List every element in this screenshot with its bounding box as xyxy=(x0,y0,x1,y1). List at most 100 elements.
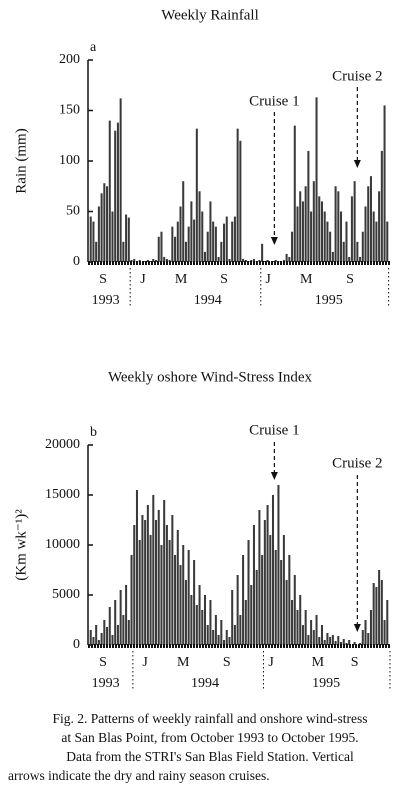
bar xyxy=(252,258,255,262)
bar xyxy=(369,176,372,262)
bar xyxy=(277,485,280,645)
bar xyxy=(320,201,324,262)
bar xyxy=(100,193,103,262)
y-axis-label: Rain (mm) xyxy=(13,128,29,193)
y-tick-label: 20000 xyxy=(45,437,80,452)
bar xyxy=(165,525,168,645)
x-tick-label: M xyxy=(300,272,313,287)
bar xyxy=(114,600,117,645)
bar xyxy=(282,535,285,645)
bar xyxy=(378,191,381,262)
arrow-head xyxy=(270,472,278,480)
bar xyxy=(307,150,310,262)
bar xyxy=(217,635,220,645)
bar xyxy=(244,600,247,645)
bar xyxy=(111,211,114,262)
bar xyxy=(361,231,364,262)
bar xyxy=(261,555,264,645)
bar xyxy=(304,186,307,262)
bar xyxy=(220,620,223,645)
bar xyxy=(361,630,364,645)
bar xyxy=(342,241,345,262)
bar xyxy=(149,535,152,645)
x-tick-label: M xyxy=(312,655,325,670)
bar xyxy=(160,545,163,645)
bar xyxy=(334,641,337,645)
bar xyxy=(271,260,275,262)
x-tick-label: J xyxy=(268,655,274,670)
bar xyxy=(255,570,258,645)
bar xyxy=(103,620,106,645)
bar xyxy=(146,505,149,645)
bar xyxy=(201,610,204,645)
bar xyxy=(125,585,128,645)
bar xyxy=(315,97,318,263)
bar xyxy=(334,186,337,262)
x-tick-label: J xyxy=(140,272,146,287)
x-tick-label: S xyxy=(351,655,359,670)
bar xyxy=(285,253,288,262)
bar xyxy=(190,201,193,262)
bar xyxy=(367,633,370,645)
bar xyxy=(171,226,174,262)
bar xyxy=(359,643,362,645)
bar xyxy=(103,183,106,262)
bar xyxy=(291,231,294,262)
bar xyxy=(233,216,236,262)
bar xyxy=(236,128,239,262)
bar xyxy=(386,600,389,645)
bar xyxy=(348,640,351,645)
bar xyxy=(135,490,138,645)
annotation: Cruise 2 xyxy=(332,68,382,84)
bar xyxy=(323,211,326,262)
bar xyxy=(242,555,245,645)
x-tick-label: S xyxy=(99,655,107,670)
bar xyxy=(383,105,386,262)
bar xyxy=(106,627,109,645)
bar xyxy=(133,525,136,645)
bar xyxy=(187,550,190,645)
bar xyxy=(122,615,125,645)
bar xyxy=(329,231,332,262)
bar xyxy=(116,625,119,645)
panel-label: b xyxy=(90,425,97,440)
y-tick-label: 50 xyxy=(66,204,80,219)
bar xyxy=(92,637,95,645)
bar xyxy=(242,258,245,262)
bar xyxy=(174,236,177,262)
bar xyxy=(299,595,302,645)
chart-title: Weekly oshore Wind-Stress Index xyxy=(108,369,313,385)
bar xyxy=(350,196,353,262)
bar xyxy=(116,122,119,263)
x-tick-label: S xyxy=(223,655,231,670)
bar xyxy=(163,256,166,262)
arrow-head xyxy=(353,160,361,168)
bar xyxy=(214,615,217,645)
bar xyxy=(307,635,310,645)
bar xyxy=(133,258,136,262)
bar xyxy=(157,510,160,645)
bar xyxy=(95,241,98,262)
y-tick-label: 15000 xyxy=(45,487,80,502)
bar xyxy=(114,130,117,262)
bar xyxy=(320,625,324,645)
annotation: Cruise 2 xyxy=(332,455,382,471)
y-tick-label: 200 xyxy=(59,52,80,67)
bar xyxy=(89,216,92,262)
bar xyxy=(228,637,231,645)
bar xyxy=(353,181,356,262)
bar xyxy=(165,258,168,262)
bar xyxy=(231,221,234,262)
bar xyxy=(111,635,114,645)
bar xyxy=(209,201,212,262)
x-tick-label: M xyxy=(177,655,190,670)
bar xyxy=(233,625,236,645)
bar xyxy=(95,625,98,645)
x-tick-label: S xyxy=(99,272,107,287)
bar xyxy=(296,206,299,262)
bar xyxy=(372,211,375,262)
bar xyxy=(291,600,294,645)
bar xyxy=(236,575,239,645)
bar xyxy=(301,201,304,262)
